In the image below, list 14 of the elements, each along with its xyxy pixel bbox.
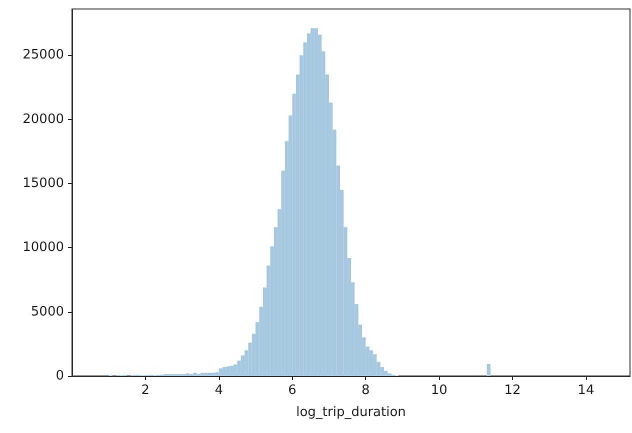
x-tick-label: 12 xyxy=(504,383,521,398)
x-tick-label: 10 xyxy=(430,383,448,398)
x-tick-label: 14 xyxy=(578,383,594,398)
x-tick-label: 4 xyxy=(214,383,223,398)
x-axis-title: log_trip_duration xyxy=(296,405,406,420)
y-tick-label: 10000 xyxy=(22,240,64,256)
y-tick-label: 15000 xyxy=(22,176,64,192)
x-tick-label: 2 xyxy=(141,383,150,398)
y-tick-label: 20000 xyxy=(22,112,64,127)
x-tick-label: 6 xyxy=(288,383,296,398)
y-tick-label: 0 xyxy=(56,368,64,384)
x-tick-label: 8 xyxy=(362,383,370,398)
y-tick-label: 5000 xyxy=(30,304,64,320)
y-tick-label: 25000 xyxy=(22,48,64,63)
